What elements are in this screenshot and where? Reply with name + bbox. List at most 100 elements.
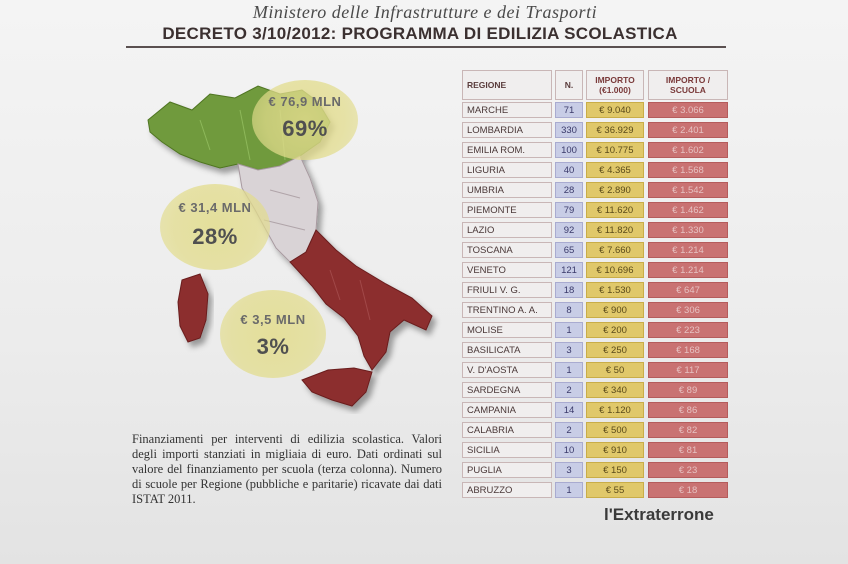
region-cell: MOLISE (462, 322, 552, 338)
slide-title: DECRETO 3/10/2012: PROGRAMMA DI EDILIZIA… (162, 24, 678, 43)
per-scuola-cell: € 1.602 (648, 142, 728, 158)
sardinia (177, 273, 209, 343)
count-cell: 14 (555, 402, 583, 418)
table-row: PUGLIA 3 € 150 € 23 (462, 462, 732, 479)
per-scuola-cell: € 1.542 (648, 182, 728, 198)
center-percent: 28% (192, 224, 238, 249)
region-cell: SICILIA (462, 442, 552, 458)
count-cell: 121 (555, 262, 583, 278)
count-cell: 2 (555, 382, 583, 398)
table-row: BASILICATA 3 € 250 € 168 (462, 342, 732, 359)
count-cell: 330 (555, 122, 583, 138)
count-cell: 3 (555, 342, 583, 358)
count-cell: 1 (555, 362, 583, 378)
north-percent: 69% (282, 116, 328, 141)
importo-cell: € 11.620 (586, 202, 644, 218)
table-row: CAMPANIA 14 € 1.120 € 86 (462, 402, 732, 419)
importo-cell: € 11.820 (586, 222, 644, 238)
table-row: TRENTINO A. A. 8 € 900 € 306 (462, 302, 732, 319)
per-scuola-cell: € 82 (648, 422, 728, 438)
table-row: SICILIA 10 € 910 € 81 (462, 442, 732, 459)
importo-cell: € 1.120 (586, 402, 644, 418)
table-row: LAZIO 92 € 11.820 € 1.330 (462, 222, 732, 239)
importo-cell: € 1.530 (586, 282, 644, 298)
importo-cell: € 9.040 (586, 102, 644, 118)
per-scuola-cell: € 168 (648, 342, 728, 358)
title-underline (126, 46, 726, 48)
table-row: LOMBARDIA 330 € 36.929 € 2.401 (462, 122, 732, 139)
table-row: EMILIA ROM. 100 € 10.775 € 1.602 (462, 142, 732, 159)
brand-logo-text: l'Extraterrone (604, 505, 714, 524)
region-cell: LIGURIA (462, 162, 552, 178)
importo-cell: € 150 (586, 462, 644, 478)
table-row: MOLISE 1 € 200 € 223 (462, 322, 732, 339)
per-scuola-cell: € 306 (648, 302, 728, 318)
per-scuola-cell: € 81 (648, 442, 728, 458)
importo-cell: € 10.775 (586, 142, 644, 158)
region-cell: PIEMONTE (462, 202, 552, 218)
south-bubble: € 3,5 MLN 3% (220, 290, 326, 378)
importo-cell: € 200 (586, 322, 644, 338)
count-cell: 79 (555, 202, 583, 218)
count-cell: 28 (555, 182, 583, 198)
per-scuola-cell: € 23 (648, 462, 728, 478)
importo-cell: € 50 (586, 362, 644, 378)
importo-cell: € 900 (586, 302, 644, 318)
importo-cell: € 4.365 (586, 162, 644, 178)
per-scuola-cell: € 1.462 (648, 202, 728, 218)
per-scuola-cell: € 1.214 (648, 262, 728, 278)
per-scuola-cell: € 3.066 (648, 102, 728, 118)
table-row: ABRUZZO 1 € 55 € 18 (462, 482, 732, 499)
header-per-scuola: IMPORTO / SCUOLA (648, 70, 728, 100)
table-row: VENETO 121 € 10.696 € 1.214 (462, 262, 732, 279)
count-cell: 10 (555, 442, 583, 458)
south-percent: 3% (256, 334, 290, 359)
count-cell: 2 (555, 422, 583, 438)
count-cell: 65 (555, 242, 583, 258)
table-row: MARCHE 71 € 9.040 € 3.066 (462, 102, 732, 119)
region-cell: FRIULI V. G. (462, 282, 552, 298)
region-cell: UMBRIA (462, 182, 552, 198)
count-cell: 40 (555, 162, 583, 178)
ministry-heading: Ministero delle Infrastrutture e dei Tra… (252, 2, 598, 22)
region-cell: V. D'AOSTA (462, 362, 552, 378)
south-region (289, 229, 433, 371)
italy-map: € 76,9 MLN 69% € 31,4 MLN 28% € 3,5 MLN … (140, 80, 450, 440)
count-cell: 92 (555, 222, 583, 238)
per-scuola-cell: € 117 (648, 362, 728, 378)
importo-cell: € 910 (586, 442, 644, 458)
region-cell: TRENTINO A. A. (462, 302, 552, 318)
center-bubble: € 31,4 MLN 28% (160, 184, 270, 270)
per-scuola-cell: € 647 (648, 282, 728, 298)
region-cell: SARDEGNA (462, 382, 552, 398)
per-scuola-cell: € 18 (648, 482, 728, 498)
importo-cell: € 36.929 (586, 122, 644, 138)
header-region: REGIONE (462, 70, 552, 100)
region-cell: MARCHE (462, 102, 552, 118)
count-cell: 100 (555, 142, 583, 158)
per-scuola-cell: € 86 (648, 402, 728, 418)
per-scuola-cell: € 1.330 (648, 222, 728, 238)
per-scuola-cell: € 223 (648, 322, 728, 338)
table-row: CALABRIA 2 € 500 € 82 (462, 422, 732, 439)
table-row: PIEMONTE 79 € 11.620 € 1.462 (462, 202, 732, 219)
count-cell: 8 (555, 302, 583, 318)
region-cell: CALABRIA (462, 422, 552, 438)
importo-cell: € 500 (586, 422, 644, 438)
count-cell: 3 (555, 462, 583, 478)
region-cell: LOMBARDIA (462, 122, 552, 138)
region-cell: CAMPANIA (462, 402, 552, 418)
count-cell: 18 (555, 282, 583, 298)
header-importo: IMPORTO (€1.000) (586, 70, 644, 100)
importo-cell: € 2.890 (586, 182, 644, 198)
table-row: UMBRIA 28 € 2.890 € 1.542 (462, 182, 732, 199)
table-row: LIGURIA 40 € 4.365 € 1.568 (462, 162, 732, 179)
north-bubble: € 76,9 MLN 69% (252, 80, 358, 160)
sicily (301, 367, 373, 407)
region-cell: EMILIA ROM. (462, 142, 552, 158)
count-cell: 1 (555, 322, 583, 338)
per-scuola-cell: € 89 (648, 382, 728, 398)
importo-cell: € 55 (586, 482, 644, 498)
table-row: FRIULI V. G. 18 € 1.530 € 647 (462, 282, 732, 299)
